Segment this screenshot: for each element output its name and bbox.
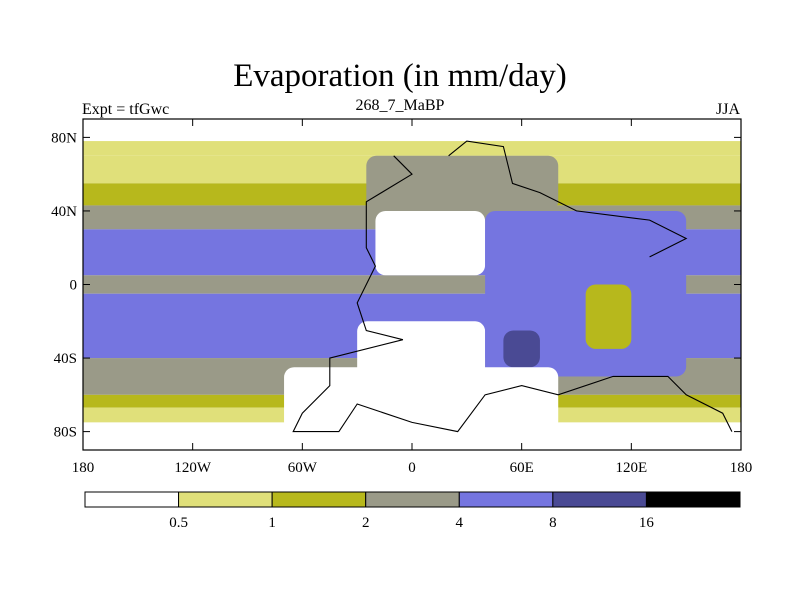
x-tick-label: 60W (288, 460, 318, 476)
season-label: JJA (715, 101, 740, 118)
colorbar-box (365, 491, 460, 508)
colorbar: 0.5 1 2 4 8 16 (84, 491, 741, 531)
experiment-label: Expt = tfGwc (82, 101, 170, 118)
coastline (292, 140, 733, 433)
x-tick-label: 180 (72, 460, 95, 476)
coastline-path (292, 155, 733, 433)
x-tick-label: 120W (174, 460, 212, 476)
region-east-island (585, 284, 632, 349)
x-tick-label: 0 (408, 460, 416, 476)
colorbar-box (552, 491, 647, 508)
period-label: 268_7_MaBP (355, 97, 445, 114)
colorbar-label: 2 (362, 515, 370, 531)
y-tick-label: 40N (51, 204, 77, 220)
y-tick-label: 80S (54, 425, 77, 441)
y-axis: 80N 40N 0 40S 80S (51, 130, 741, 441)
colorbar-box (458, 491, 554, 508)
x-tick-label: 60E (510, 460, 534, 476)
lat-band-0 (83, 119, 741, 142)
region-south-land (284, 367, 559, 432)
colorbar-box (645, 491, 741, 508)
colorbar-label: 4 (456, 515, 464, 531)
map-field (83, 119, 741, 450)
region-north-land (366, 155, 559, 211)
coastline-north-path (448, 140, 688, 258)
x-axis: 180 120W 60W 0 60E 120E 180 (72, 119, 753, 476)
y-tick-label: 40S (54, 351, 77, 367)
y-tick-label: 80N (51, 130, 77, 146)
colorbar-label: 8 (549, 515, 557, 531)
region-pangea-north-dry (375, 210, 486, 276)
colorbar-box (178, 491, 273, 508)
colorbar-label: 0.5 (169, 515, 188, 531)
lat-band-1 (83, 141, 741, 156)
chart-title: Evaporation (in mm/day) (233, 58, 567, 94)
colorbar-box (84, 491, 180, 508)
y-tick-label: 0 (70, 278, 78, 294)
x-tick-label: 180 (730, 460, 753, 476)
region-tethys-max (503, 330, 540, 368)
colorbar-box (271, 491, 367, 508)
colorbar-label: 16 (639, 515, 655, 531)
colorbar-label: 1 (268, 515, 276, 531)
x-tick-label: 120E (615, 460, 647, 476)
